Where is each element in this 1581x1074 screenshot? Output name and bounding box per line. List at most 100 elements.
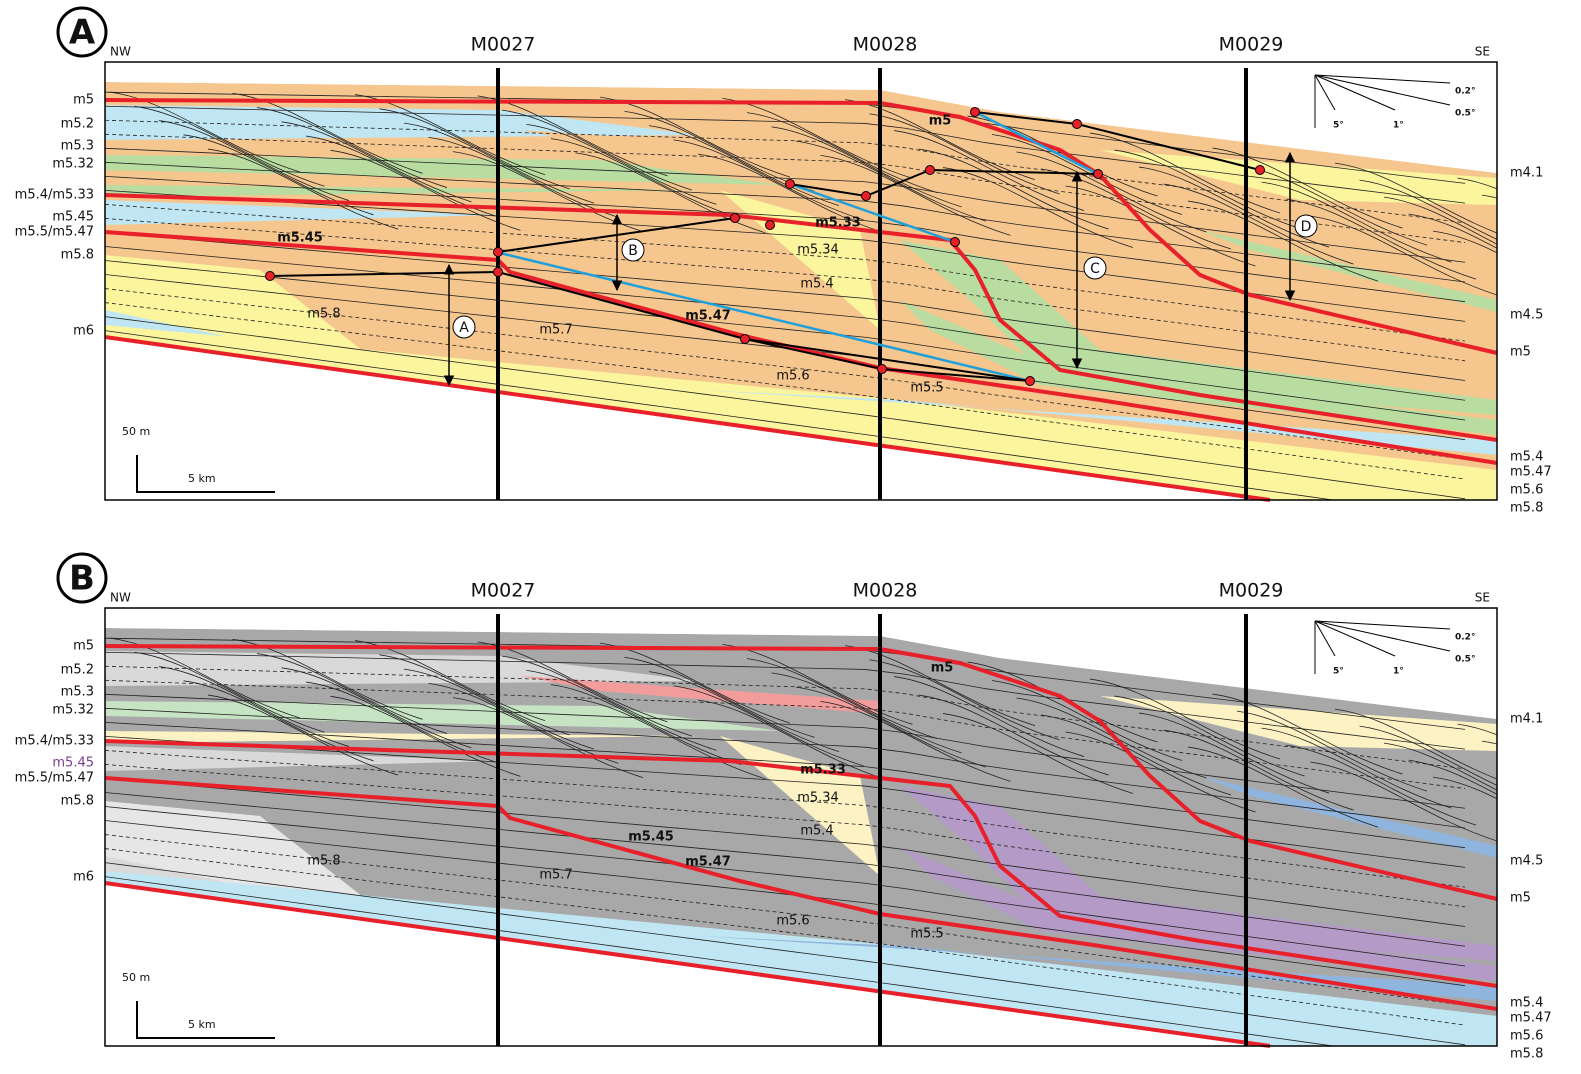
left-horizon-label: m6 [73,324,94,339]
dip-line [1314,620,1451,652]
facies-band [1200,776,1497,858]
right-horizon-label: m5.47 [1510,465,1552,480]
horizon-line [104,739,1498,988]
clinoform [1457,177,1497,259]
bedding-line [105,260,1466,421]
clinoform [771,126,962,208]
facies-band [1200,230,1497,312]
clinoform [697,153,889,235]
section-frame [104,61,1498,501]
clinoform [1457,723,1497,805]
well-label: M0029 [1219,580,1284,602]
clinoform [820,154,1011,236]
clinoform [501,655,693,737]
panel-circle [56,6,108,58]
nw-label: NW [110,591,131,605]
dip-line [1314,74,1396,111]
clinoform [697,699,889,781]
bedding-line [105,133,1466,243]
marker-label: D [1301,219,1312,235]
left-horizon-label: m5.8 [61,794,94,809]
internal-label: m5.5 [910,927,943,942]
scale-horizontal: 5 km [188,1018,216,1031]
marker-label: A [459,320,469,336]
left-horizon-label: m5 [73,93,94,108]
right-horizon-label: m5.8 [1510,1047,1543,1062]
clinoform [1016,151,1207,233]
left-horizon-label: m5.32 [52,157,94,172]
clinoform [1114,695,1305,777]
dip-line [1314,74,1451,106]
facies-band [900,300,1497,435]
right-horizon-label: m4.5 [1510,308,1543,323]
scale-vertical: 50 m [122,971,150,984]
internal-label: m5.8 [307,307,340,322]
left-horizon-label: m5.45 [52,210,94,225]
bedding-line [105,792,1466,947]
bedding-line [105,288,1466,460]
bedding-line [105,862,1466,1046]
blue-line [499,251,1031,383]
clinoform [1285,744,1477,826]
facies-band [105,731,700,743]
horizon-line [104,335,1271,502]
clinoform [624,656,815,738]
clinoform [1359,179,1497,261]
left-horizon-label: m5 [73,639,94,654]
clinoform [1507,211,1581,291]
shelf-break-point [493,267,503,277]
clinoform [501,109,693,191]
clinoform [256,653,448,734]
clinoform [869,113,1060,195]
right-horizon-label: m5.6 [1510,1029,1543,1044]
dip-line [1314,620,1451,630]
clinoform [281,121,472,203]
internal-label: m5 [929,114,952,129]
bedding-line [105,707,1466,829]
left-horizon-label: m5.3 [61,685,94,700]
clinoform [893,130,1085,211]
bedding-line [105,750,1466,888]
clinoform [330,695,521,777]
nw-label: NW [110,45,131,59]
clinoform [1089,132,1281,214]
left-horizon-label: m5.45 [52,756,94,771]
clinoform [207,148,399,230]
clinoform [1383,742,1497,824]
clinoform [330,149,521,231]
horizon-line [104,193,1498,442]
right-horizon-label: m4.5 [1510,854,1543,869]
shelf-break-point [877,364,887,374]
shelf-break-point [925,165,935,175]
marker-circle [1294,214,1318,238]
clinoform [820,700,1011,782]
clinoform [1432,776,1497,858]
bedding-line [105,848,1466,1026]
bedding-line [105,119,1466,224]
bedding-line [105,665,1466,770]
facies-band [520,130,880,168]
right-horizon-label: m5.4 [1510,996,1543,1011]
facies-band [720,190,880,330]
trajectory-line [929,169,1099,175]
clinoform [1383,196,1497,278]
bedding-line [105,105,1466,204]
facies-band [1100,696,1497,751]
dip-label: 0.2° [1455,87,1475,97]
internal-label: m5.45 [628,830,674,845]
clinoform [1212,147,1403,229]
internal-label: m5.45 [277,231,323,246]
clinoform [918,694,1109,776]
clinoform [942,713,1134,794]
facies-band [105,200,500,225]
clinoform [158,666,350,747]
clinoform [256,107,448,188]
bedding-line [105,693,1466,809]
internal-label: m5.4 [800,824,833,839]
bedding-line [105,820,1466,987]
well-label: M0028 [853,34,918,56]
clinoform [526,123,717,205]
clinoform [428,682,619,764]
clinoform [1261,181,1452,263]
